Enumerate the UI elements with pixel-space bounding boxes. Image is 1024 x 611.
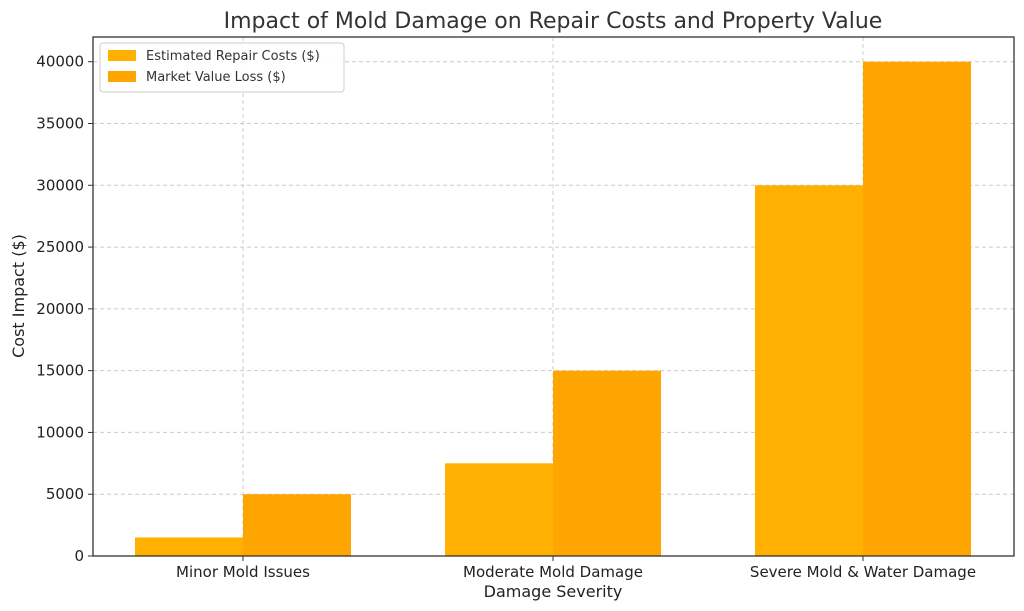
x-axis-label: Damage Severity bbox=[484, 582, 623, 601]
chart-title: Impact of Mold Damage on Repair Costs an… bbox=[224, 9, 883, 34]
bar-repair-cost bbox=[135, 537, 243, 556]
y-axis-label: Cost Impact ($) bbox=[9, 234, 28, 358]
y-tick-label: 0 bbox=[74, 547, 84, 565]
bar-market-loss bbox=[863, 61, 971, 556]
x-tick-label: Moderate Mold Damage bbox=[463, 563, 643, 581]
legend-label-repair: Estimated Repair Costs ($) bbox=[146, 49, 320, 64]
y-tick-label: 25000 bbox=[36, 238, 84, 256]
bar-market-loss bbox=[243, 494, 351, 556]
y-tick-label: 15000 bbox=[36, 362, 84, 380]
x-tick-label: Minor Mold Issues bbox=[176, 563, 310, 581]
legend-box bbox=[99, 42, 345, 93]
bar-repair-cost bbox=[445, 463, 553, 556]
y-tick-label: 35000 bbox=[36, 115, 84, 133]
x-tick-label: Severe Mold & Water Damage bbox=[750, 563, 976, 581]
y-axis-ticks: 0 5000 10000 15000 20000 25000 30000 35000 40000 bbox=[36, 53, 93, 565]
y-tick-label: 5000 bbox=[46, 485, 84, 503]
bar-repair-cost bbox=[755, 185, 863, 557]
y-tick-label: 30000 bbox=[36, 176, 84, 194]
legend-swatch-market bbox=[108, 71, 136, 82]
legend-label-market: Market Value Loss ($) bbox=[146, 70, 286, 85]
x-axis-ticks: Minor Mold Issues Moderate Mold Damage Sev… bbox=[176, 556, 976, 581]
y-tick-label: 40000 bbox=[36, 53, 84, 71]
bars bbox=[135, 61, 971, 557]
bar-market-loss bbox=[553, 370, 661, 556]
legend: Estimated Repair Costs ($) Market Value … bbox=[99, 42, 345, 93]
y-tick-label: 10000 bbox=[36, 423, 84, 441]
legend-swatch-repair bbox=[108, 50, 136, 61]
y-tick-label: 20000 bbox=[36, 300, 84, 318]
